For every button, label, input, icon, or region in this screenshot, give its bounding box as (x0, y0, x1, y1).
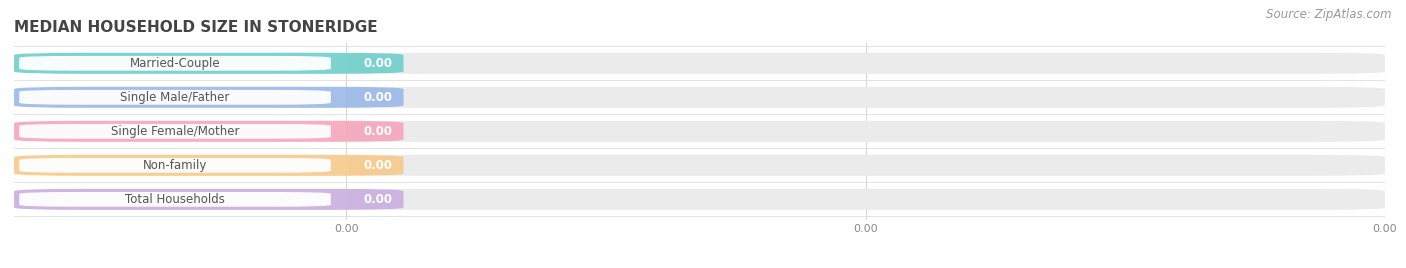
FancyBboxPatch shape (14, 53, 404, 74)
FancyBboxPatch shape (14, 155, 404, 176)
FancyBboxPatch shape (346, 121, 1385, 142)
FancyBboxPatch shape (20, 192, 330, 207)
FancyBboxPatch shape (20, 90, 330, 105)
Text: 0.00: 0.00 (363, 91, 392, 104)
Text: 0.00: 0.00 (363, 125, 392, 138)
FancyBboxPatch shape (14, 87, 404, 108)
Text: 0.00: 0.00 (363, 193, 392, 206)
FancyBboxPatch shape (20, 124, 330, 139)
Text: MEDIAN HOUSEHOLD SIZE IN STONERIDGE: MEDIAN HOUSEHOLD SIZE IN STONERIDGE (14, 20, 378, 35)
Text: Single Male/Father: Single Male/Father (121, 91, 229, 104)
FancyBboxPatch shape (346, 189, 1385, 210)
FancyBboxPatch shape (346, 87, 1385, 108)
FancyBboxPatch shape (14, 189, 404, 210)
FancyBboxPatch shape (346, 155, 1385, 176)
FancyBboxPatch shape (20, 158, 330, 173)
Text: Source: ZipAtlas.com: Source: ZipAtlas.com (1267, 8, 1392, 21)
Text: Single Female/Mother: Single Female/Mother (111, 125, 239, 138)
FancyBboxPatch shape (14, 121, 404, 142)
FancyBboxPatch shape (346, 53, 1385, 74)
FancyBboxPatch shape (20, 56, 330, 71)
Text: 0.00: 0.00 (363, 57, 392, 70)
Text: Non-family: Non-family (143, 159, 207, 172)
Text: Married-Couple: Married-Couple (129, 57, 221, 70)
Text: 0.00: 0.00 (363, 159, 392, 172)
Text: Total Households: Total Households (125, 193, 225, 206)
